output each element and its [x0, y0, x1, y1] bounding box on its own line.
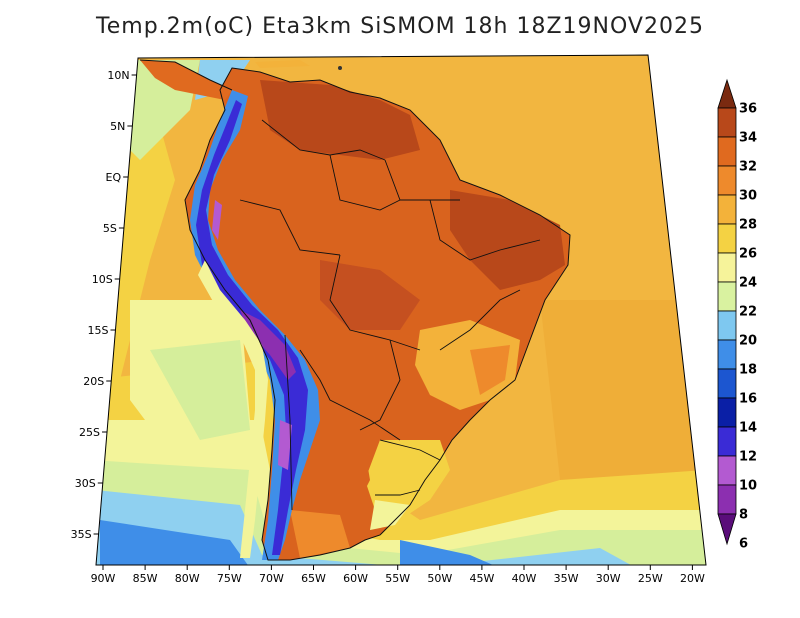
colorbar-segment — [717, 252, 737, 283]
lon-tick-label: 60W — [343, 572, 368, 585]
border-paraguay — [359, 339, 401, 431]
colorbar-label: 8 — [739, 508, 748, 523]
lat-tick-label: EQ — [106, 171, 122, 184]
coastline — [184, 67, 571, 561]
border-south — [379, 439, 441, 461]
island-dot — [338, 66, 342, 70]
colorbar-label: 26 — [739, 247, 757, 262]
colorbar-segment — [717, 426, 737, 457]
land-very-hot-northeast — [450, 190, 565, 290]
lat-tick-label: 5S — [103, 222, 117, 235]
lat-tick-label: 5N — [110, 120, 125, 133]
lat-tick-label: 25S — [79, 426, 100, 439]
land-very-hot-north — [260, 80, 420, 160]
andes-peaks-south — [278, 420, 292, 470]
land-hot-central — [320, 260, 420, 330]
lat-tick-label: 10N — [107, 69, 129, 82]
lon-tick-label: 20W — [680, 572, 705, 585]
colorbar-label: 12 — [739, 450, 757, 465]
land-southeast-warm — [470, 345, 510, 395]
colorbar-segment — [717, 165, 737, 196]
lon-tick-label: 90W — [91, 572, 116, 585]
latitude-axis: 10N 5N EQ 5S 10S 15S 20S 25S 30S 35S — [71, 69, 137, 541]
colorbar-label: 16 — [739, 392, 757, 407]
land-argentina-south — [290, 510, 350, 558]
colorbar-max-arrow — [717, 78, 737, 109]
colorbar-label: 24 — [739, 276, 757, 291]
colorbar: 36 34 32 30 28 26 24 22 20 18 16 14 12 10 8 6 — [717, 78, 757, 552]
andes-peaks-north — [212, 200, 222, 240]
colorbar-label: 18 — [739, 363, 757, 378]
central-america-coast — [139, 59, 233, 91]
ocean-pacific-green — [150, 340, 250, 440]
colorbar-label: 32 — [739, 160, 757, 175]
galapagos-dot-2 — [106, 184, 110, 188]
land-uruguay — [370, 500, 410, 530]
map-title: Temp.2m(oC) Eta3km SiSMOM 18h 18Z19NOV20… — [96, 14, 704, 39]
lat-tick-label: 20S — [83, 375, 104, 388]
border-chile-argentina — [284, 334, 293, 511]
ocean-blue-patch — [100, 520, 250, 565]
border-uruguay — [375, 489, 421, 496]
galapagos-dot — [100, 178, 104, 182]
lon-tick-label: 35W — [554, 572, 579, 585]
border-guianas — [384, 159, 460, 201]
colorbar-segment — [717, 339, 737, 370]
colorbar-label: 28 — [739, 218, 757, 233]
colorbar-segment — [717, 281, 737, 312]
colorbar-label: 14 — [739, 421, 757, 436]
lat-tick-label: 15S — [87, 324, 108, 337]
colorbar-segment — [717, 194, 737, 225]
colorbar-segment — [717, 484, 737, 515]
lon-tick-label: 85W — [133, 572, 158, 585]
border-amazon-states — [329, 154, 401, 211]
border-brazil-ne-states — [429, 199, 541, 261]
colorbar-label: 22 — [739, 305, 757, 320]
border-argentina-north — [299, 349, 401, 441]
colorbar-segment — [717, 310, 737, 341]
lon-tick-label: 40W — [512, 572, 537, 585]
ocean-blue-patch-2 — [400, 540, 500, 565]
caribbean-islands — [255, 60, 310, 68]
lon-tick-label: 80W — [175, 572, 200, 585]
ocean-south-atlantic — [540, 300, 706, 480]
colorbar-segment — [717, 223, 737, 254]
colorbar-label: 30 — [739, 189, 757, 204]
lat-tick-label: 35S — [71, 528, 92, 541]
border-brazil-states — [439, 289, 521, 351]
land-south-brazil — [365, 440, 450, 520]
colorbar-label: 20 — [739, 334, 757, 349]
colorbar-label: 6 — [739, 537, 748, 552]
colorbar-label: 10 — [739, 479, 757, 494]
colorbar-min-arrow — [717, 513, 737, 546]
colorbar-label: 36 — [739, 102, 757, 117]
lat-tick-label: 30S — [75, 477, 96, 490]
lon-tick-label: 75W — [217, 572, 242, 585]
longitude-axis: 90W 85W 80W 75W 70W 65W 60W 55W 50W 45W 40W 35W 30W 2… — [91, 565, 705, 585]
colorbar-segment — [717, 455, 737, 486]
colorbar-segment — [717, 397, 737, 428]
lon-tick-label: 55W — [385, 572, 410, 585]
lon-tick-label: 25W — [638, 572, 663, 585]
map-domain — [96, 55, 706, 565]
border-bolivia — [329, 254, 421, 351]
central-america — [140, 60, 232, 100]
andes-peaks — [240, 310, 296, 380]
lat-tick-label: 10S — [92, 273, 113, 286]
coastal-cool-strip — [198, 260, 268, 558]
lon-tick-label: 70W — [259, 572, 284, 585]
country-borders — [239, 119, 541, 511]
map-frame — [95, 54, 707, 566]
colorbar-segment — [717, 368, 737, 399]
land-southeast-mild — [415, 320, 520, 410]
lon-tick-label: 45W — [469, 572, 494, 585]
colorbar-segment — [717, 136, 737, 167]
border-peru-brazil — [239, 199, 341, 256]
colorbar-label: 34 — [739, 131, 757, 146]
colorbar-segment — [717, 107, 737, 138]
lon-tick-label: 65W — [301, 572, 326, 585]
lon-tick-label: 30W — [596, 572, 621, 585]
lon-tick-label: 50W — [427, 572, 452, 585]
